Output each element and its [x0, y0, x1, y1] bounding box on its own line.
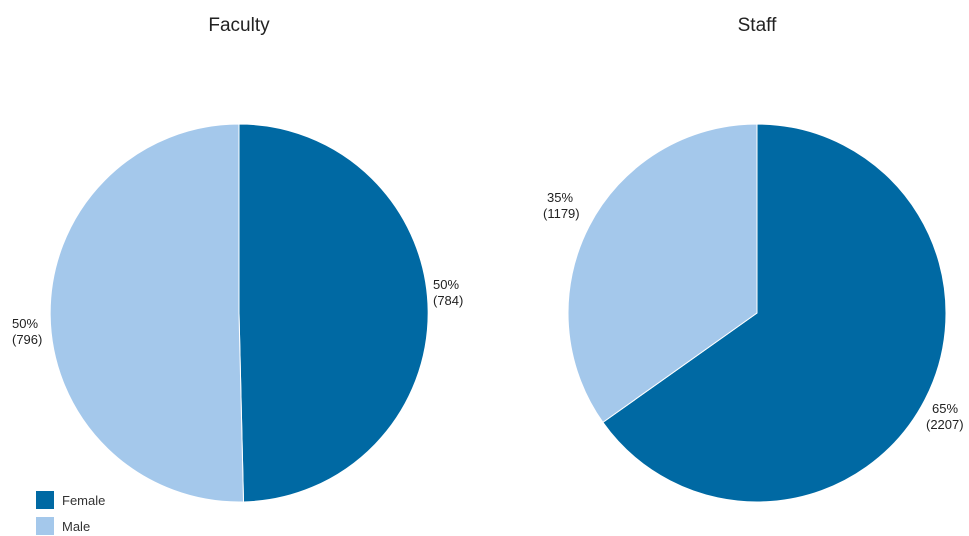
faculty-male-count: (796)	[12, 332, 42, 347]
staff-male-percent: 35%	[547, 190, 573, 205]
legend-label-male: Male	[62, 519, 90, 534]
faculty-male-percent: 50%	[12, 316, 38, 331]
staff-slice-male	[567, 123, 758, 424]
staff-slice-female	[602, 123, 947, 503]
staff-male-count: (1179)	[543, 206, 580, 221]
staff-female-percent: 65%	[932, 401, 958, 416]
faculty-female-count: (784)	[433, 293, 463, 308]
staff-chart: Staff 65% (2207) 35% (1179)	[543, 15, 964, 503]
staff-title: Staff	[738, 15, 777, 36]
staff-pie	[567, 123, 947, 503]
faculty-title: Faculty	[208, 15, 270, 36]
faculty-female-percent: 50%	[433, 277, 459, 292]
legend: Female Male	[36, 491, 105, 535]
legend-label-female: Female	[62, 493, 105, 508]
faculty-slice-male	[49, 123, 245, 503]
legend-swatch-female	[36, 491, 54, 509]
legend-swatch-male	[36, 517, 54, 535]
faculty-slice-female	[238, 123, 429, 503]
staff-female-count: (2207)	[926, 417, 964, 432]
faculty-pie	[49, 123, 429, 503]
faculty-chart: Faculty 50% (784) 50% (796)	[12, 15, 463, 503]
